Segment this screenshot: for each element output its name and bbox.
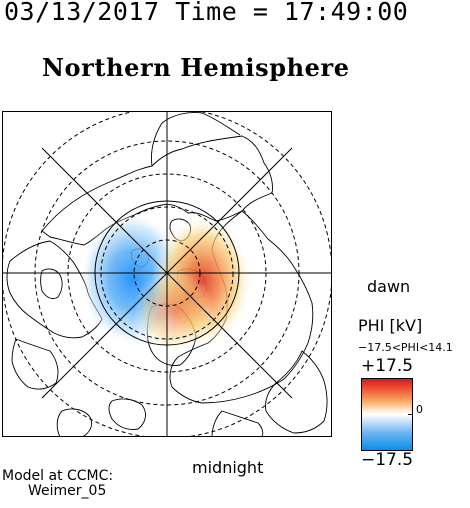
colorbar-title: PHI [kV]	[358, 316, 423, 335]
dawn-label: dawn	[367, 277, 411, 296]
colorbar	[361, 378, 413, 451]
model-name: Weimer_05	[28, 483, 107, 499]
colorbar-min-label: −17.5	[361, 450, 414, 470]
timestamp: 03/13/2017 Time = 17:49:00	[4, 0, 409, 26]
model-label: Model at CCMC:	[2, 468, 114, 484]
polar-map	[2, 111, 332, 437]
midnight-label: midnight	[192, 458, 264, 477]
colorbar-max-label: +17.5	[361, 356, 414, 376]
hemisphere-title: Northern Hemisphere	[42, 53, 350, 82]
meridian-lines	[2, 111, 332, 437]
colorbar-range: −17.5<PHI<14.1	[358, 341, 453, 354]
colorbar-zero-label: 0	[416, 403, 423, 416]
